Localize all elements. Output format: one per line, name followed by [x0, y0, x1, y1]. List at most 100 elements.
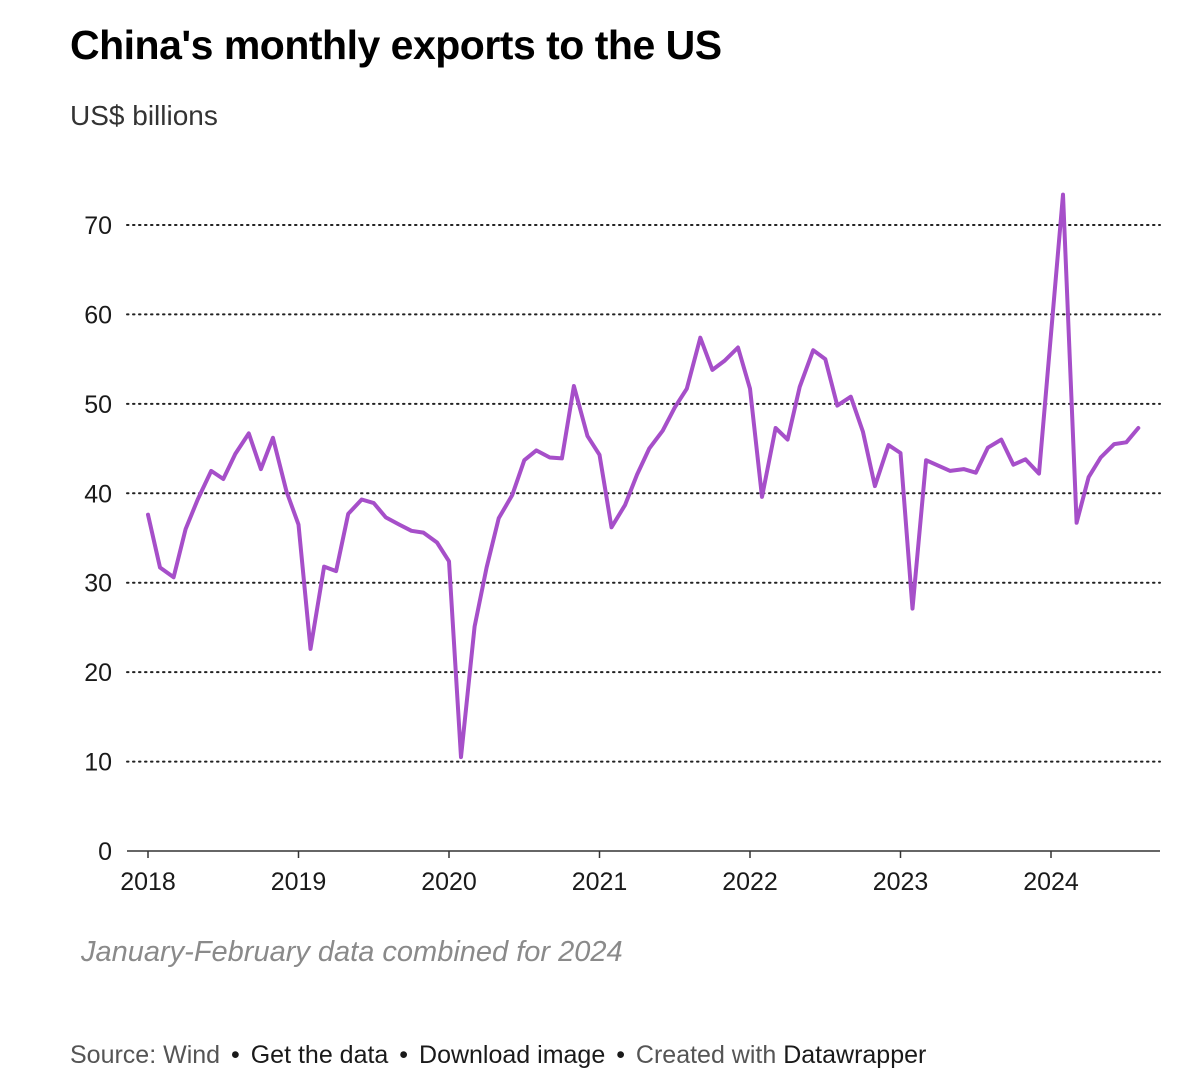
data-point — [271, 436, 275, 440]
data-point — [849, 395, 853, 399]
y-tick-label: 10 — [84, 749, 112, 777]
data-point — [360, 498, 364, 502]
data-point — [1061, 193, 1065, 197]
chart-title: China's monthly exports to the US — [70, 22, 722, 68]
data-point — [196, 498, 200, 502]
data-point — [736, 346, 740, 350]
y-tick-label: 30 — [84, 570, 112, 598]
data-point — [823, 357, 827, 361]
data-point — [974, 471, 978, 475]
data-point — [586, 434, 590, 438]
data-point — [346, 512, 350, 516]
data-point — [948, 469, 952, 473]
data-point — [722, 359, 726, 363]
data-point — [962, 467, 966, 471]
data-point — [397, 523, 401, 527]
data-point — [572, 384, 576, 388]
data-point — [1037, 472, 1041, 476]
data-point — [447, 559, 451, 563]
x-tick-label: 2018 — [120, 868, 176, 896]
y-tick-label: 0 — [98, 838, 112, 866]
chart-footer: Source: Wind • Get the data • Download i… — [70, 1041, 926, 1070]
download-image-link[interactable]: Download image — [419, 1041, 606, 1069]
data-point — [459, 755, 463, 759]
data-point — [1124, 440, 1128, 444]
data-point — [221, 477, 225, 481]
footer-separator: • — [231, 1041, 240, 1069]
data-point — [409, 529, 413, 533]
data-point — [774, 426, 778, 430]
data-point — [760, 495, 764, 499]
y-tick-label: 70 — [84, 212, 112, 240]
chart-subtitle: US$ billions — [70, 100, 218, 131]
data-point — [146, 513, 150, 517]
data-point — [158, 566, 162, 570]
data-point — [510, 493, 514, 497]
data-point — [986, 446, 990, 450]
data-point — [786, 438, 790, 442]
data-point — [172, 575, 176, 579]
data-point — [835, 404, 839, 408]
data-point — [421, 531, 425, 535]
data-point — [811, 348, 815, 352]
x-axis-ticks: 2018 2019 2020 2021 2022 2023 2024 — [120, 851, 1079, 896]
data-point — [673, 405, 677, 409]
data-point — [623, 503, 627, 507]
data-point — [384, 515, 388, 519]
x-tick-label: 2019 — [271, 868, 327, 896]
data-point — [372, 501, 376, 505]
data-point — [748, 387, 752, 391]
data-point — [184, 527, 188, 531]
data-point — [534, 448, 538, 452]
data-point — [887, 443, 891, 447]
series-line — [146, 192, 1141, 760]
data-point — [1087, 475, 1091, 479]
data-point — [685, 387, 689, 391]
data-point — [209, 469, 213, 473]
source-text: Source: Wind — [70, 1041, 221, 1069]
data-point — [297, 523, 301, 527]
data-point — [610, 525, 614, 529]
y-tick-label: 40 — [84, 480, 112, 508]
data-point — [1099, 456, 1103, 460]
gridlines — [126, 224, 1161, 763]
datawrapper-link[interactable]: Datawrapper — [783, 1041, 927, 1069]
data-point — [1075, 521, 1079, 525]
data-point — [309, 647, 313, 651]
get-data-link[interactable]: Get the data — [250, 1041, 389, 1069]
data-point — [259, 467, 263, 471]
data-point — [1023, 457, 1027, 461]
data-point — [647, 447, 651, 451]
data-point — [999, 438, 1003, 442]
data-point — [1011, 463, 1015, 467]
x-tick-label: 2020 — [421, 868, 477, 896]
data-point — [334, 569, 338, 573]
data-point — [924, 458, 928, 462]
x-tick-label: 2023 — [873, 868, 929, 896]
data-point — [861, 430, 865, 434]
data-point — [285, 490, 289, 494]
data-point — [247, 431, 251, 435]
data-point — [485, 566, 489, 570]
data-point — [473, 625, 477, 629]
data-point — [1049, 332, 1053, 336]
data-point — [522, 458, 526, 462]
data-point — [497, 516, 501, 520]
data-point — [911, 607, 915, 611]
data-point — [598, 453, 602, 457]
data-point — [873, 484, 877, 488]
x-tick-label: 2021 — [572, 868, 628, 896]
data-point — [661, 429, 665, 433]
x-tick-label: 2022 — [722, 868, 778, 896]
data-point — [233, 452, 237, 456]
y-tick-label: 20 — [84, 659, 112, 687]
chart-note: January-February data combined for 2024 — [81, 936, 623, 968]
footer-separator: • — [616, 1041, 625, 1069]
data-point — [798, 385, 802, 389]
data-point — [698, 336, 702, 340]
data-point — [1112, 442, 1116, 446]
y-tick-label: 60 — [84, 301, 112, 329]
data-point — [560, 456, 564, 460]
x-tick-label: 2024 — [1023, 868, 1079, 896]
y-tick-label: 50 — [84, 391, 112, 419]
